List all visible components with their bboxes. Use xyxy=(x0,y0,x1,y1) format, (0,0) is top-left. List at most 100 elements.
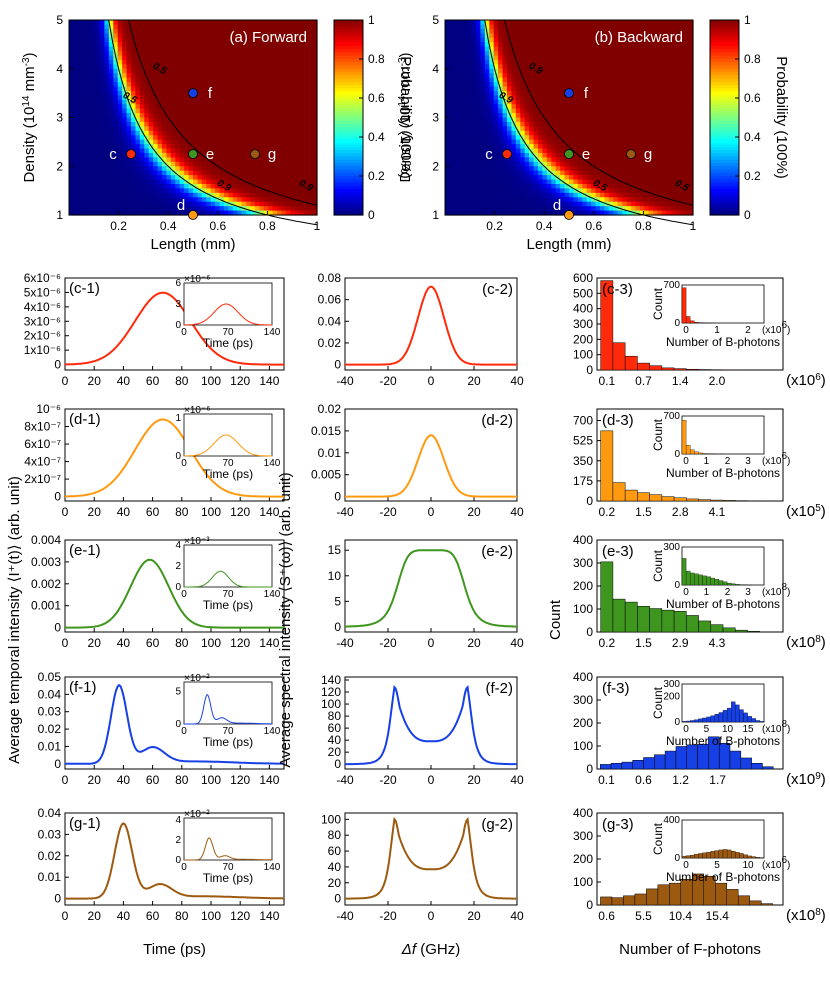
heat-cell xyxy=(507,121,513,127)
heat-cell xyxy=(69,59,75,65)
heat-cell xyxy=(286,73,292,79)
heat-cell xyxy=(162,148,168,154)
heat-cell xyxy=(139,157,145,163)
heat-cell xyxy=(290,55,296,61)
heat-cell xyxy=(131,59,137,65)
heat-cell xyxy=(206,77,212,83)
heat-cell xyxy=(308,170,314,176)
heat-cell xyxy=(613,68,619,74)
heat-cell xyxy=(224,197,230,203)
heat-cell xyxy=(511,161,517,167)
heat-cell xyxy=(639,46,645,52)
heat-cell xyxy=(684,42,690,48)
heat-cell xyxy=(635,68,641,74)
heat-cell xyxy=(241,68,247,74)
heat-cell xyxy=(551,37,557,43)
heat-cell xyxy=(197,68,203,74)
heat-cell xyxy=(162,104,168,110)
heat-cell xyxy=(608,68,614,74)
heat-cell xyxy=(184,55,190,61)
heat-cell xyxy=(458,46,464,52)
heat-cell xyxy=(157,157,163,163)
heat-cell xyxy=(489,108,495,114)
heat-cell xyxy=(595,183,601,190)
heat-cell xyxy=(476,157,482,163)
heat-cell xyxy=(131,188,137,194)
heat-cell xyxy=(560,46,566,52)
heat-cell xyxy=(122,64,128,70)
heat-cell xyxy=(449,64,455,70)
heat-cell xyxy=(250,113,256,119)
heat-cell xyxy=(467,20,473,26)
heat-cell xyxy=(520,42,526,48)
heat-cell xyxy=(639,201,645,207)
heat-cell xyxy=(135,192,141,198)
heat-cell xyxy=(206,161,212,167)
heat-cell xyxy=(533,51,539,57)
heat-cell xyxy=(157,51,163,57)
heat-cell xyxy=(560,104,566,110)
heat-cell xyxy=(237,148,243,154)
heat-cell xyxy=(445,55,451,61)
heat-cell xyxy=(215,28,221,34)
heat-cell xyxy=(675,73,681,79)
heat-cell xyxy=(263,135,269,141)
heat-cell xyxy=(95,20,101,26)
heat-cell xyxy=(471,59,477,65)
colorbar-cell xyxy=(334,29,363,34)
heat-cell xyxy=(255,37,261,43)
heat-cell xyxy=(224,144,230,150)
heat-cell xyxy=(467,148,473,154)
heat-cell xyxy=(586,68,592,74)
heat-cell xyxy=(104,166,110,172)
heat-cell xyxy=(263,157,269,163)
heat-cell xyxy=(303,188,309,194)
heat-cell xyxy=(290,28,296,34)
heat-cell xyxy=(73,42,79,48)
heat-cell xyxy=(480,135,486,141)
heat-cell xyxy=(188,183,194,190)
heat-cell xyxy=(206,51,212,57)
heat-cell xyxy=(445,210,451,216)
heat-cell xyxy=(608,90,614,96)
heat-cell xyxy=(144,148,150,154)
heat-cell xyxy=(144,126,150,132)
heat-cell xyxy=(631,170,637,176)
heat-cell xyxy=(113,24,119,30)
heat-cell xyxy=(600,183,606,190)
heat-cell xyxy=(246,179,252,185)
heat-cell xyxy=(259,73,265,79)
heat-cell xyxy=(281,210,287,216)
heat-cell xyxy=(188,33,194,39)
heat-cell xyxy=(613,161,619,167)
heat-cell xyxy=(653,152,659,158)
heat-cell xyxy=(206,183,212,190)
heat-cell xyxy=(662,37,668,43)
heat-cell xyxy=(241,161,247,167)
heat-cell xyxy=(281,82,287,88)
heat-cell xyxy=(679,144,685,150)
heat-cell xyxy=(69,175,75,181)
heat-cell xyxy=(458,37,464,43)
heat-cell xyxy=(648,55,654,61)
heat-cell xyxy=(684,197,690,203)
heat-cell xyxy=(524,206,530,212)
heat-cell xyxy=(179,192,185,198)
heat-cell xyxy=(675,33,681,39)
heat-cell xyxy=(201,192,207,198)
heat-cell xyxy=(453,55,459,61)
heat-cell xyxy=(294,148,300,154)
heat-cell xyxy=(95,33,101,39)
colorbar-cell xyxy=(334,23,363,28)
heat-cell xyxy=(179,144,185,150)
colorbar-cell xyxy=(334,120,363,125)
heat-cell xyxy=(215,99,221,105)
heat-cell xyxy=(206,188,212,194)
heat-cell xyxy=(201,37,207,43)
heat-cell xyxy=(453,121,459,127)
heat-cell xyxy=(600,104,606,110)
heat-cell xyxy=(617,82,623,88)
heat-cell xyxy=(622,175,628,181)
heat-cell xyxy=(312,117,318,123)
